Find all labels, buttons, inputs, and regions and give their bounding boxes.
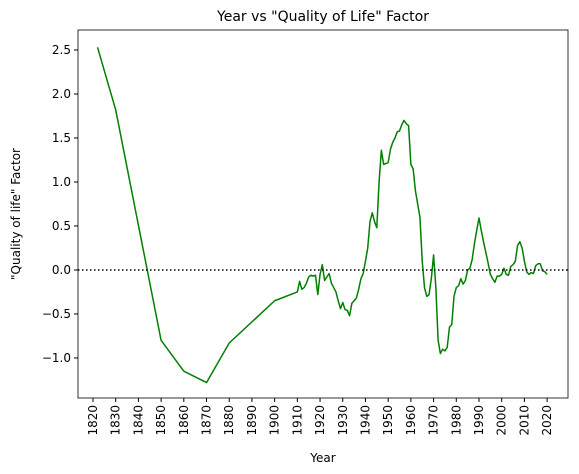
x-tick-label: 1940: [358, 405, 372, 436]
x-tick-label: 1990: [472, 405, 486, 436]
x-axis-label: Year: [309, 451, 335, 465]
y-tick-label: 1.5: [52, 131, 71, 145]
x-tick-label: 1930: [336, 405, 350, 436]
y-tick-label: 2.0: [52, 87, 71, 101]
x-tick-label: 1910: [290, 405, 304, 436]
x-tick-label: 1880: [222, 405, 236, 436]
data-line: [96, 47, 548, 384]
plot-frame: [77, 29, 569, 399]
x-tick-label: 1960: [404, 405, 418, 436]
x-tick-label: 1830: [109, 405, 123, 436]
x-tick-label: 1970: [427, 405, 441, 436]
y-axis-label: "Quality of life" Factor: [9, 148, 23, 280]
y-tick-label: 1.0: [52, 175, 71, 189]
y-tick-label: 2.5: [52, 43, 71, 57]
x-tick-label: 1890: [245, 405, 259, 436]
x-tick-label: 1870: [200, 405, 214, 436]
x-tick-label: 1860: [177, 405, 191, 436]
chart-title: Year vs "Quality of Life" Factor: [216, 9, 429, 25]
x-tick-label: 2000: [495, 405, 509, 436]
x-tick-label: 1900: [268, 405, 282, 436]
x-tick-label: 2010: [517, 405, 531, 436]
x-tick-label: 1920: [313, 405, 327, 436]
y-tick-label: −0.5: [42, 307, 71, 321]
x-tick-label: 1850: [154, 405, 168, 436]
x-tick-label: 1820: [86, 405, 100, 436]
y-tick-label: 0.0: [52, 263, 71, 277]
y-tick-label: −1.0: [42, 351, 71, 365]
y-tick-label: 0.5: [52, 219, 71, 233]
x-tick-label: 1840: [131, 405, 145, 436]
x-tick-label: 2020: [540, 405, 554, 436]
x-tick-label: 1980: [449, 405, 463, 436]
x-tick-label: 1950: [381, 405, 395, 436]
